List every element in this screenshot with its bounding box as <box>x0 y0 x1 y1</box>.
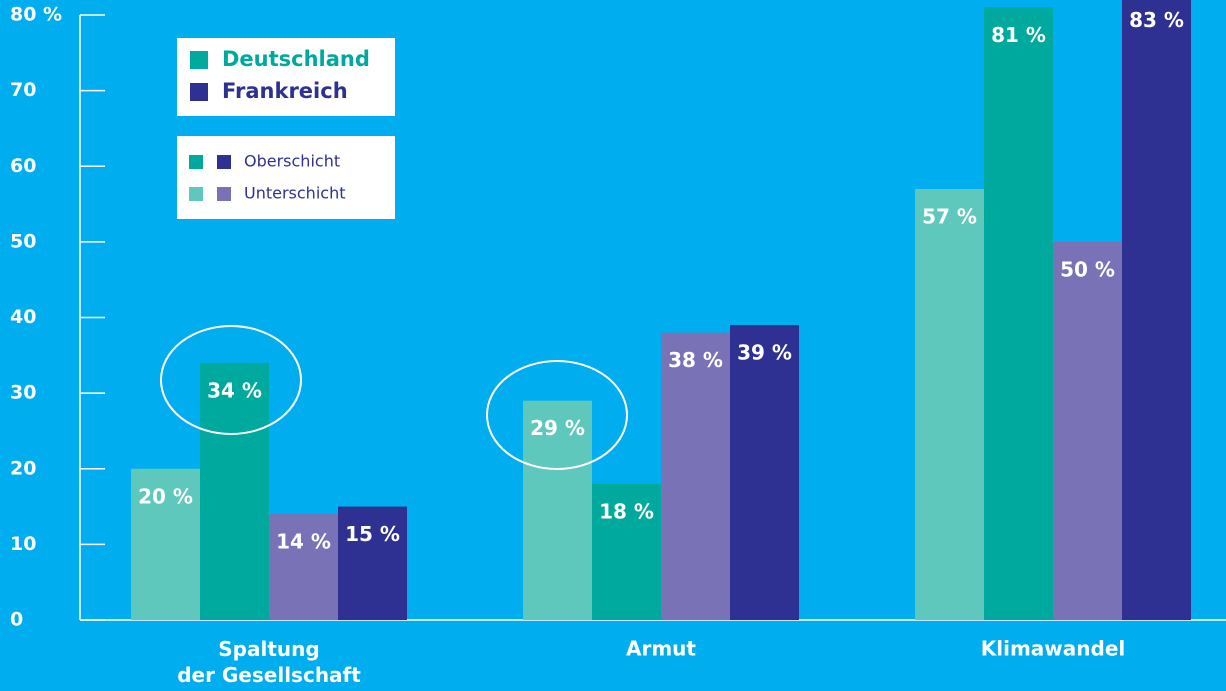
bar <box>1053 241 1122 620</box>
legend-label: Oberschicht <box>244 152 340 171</box>
highlight-circle <box>486 360 628 470</box>
bar <box>338 506 407 620</box>
legend-swatch <box>217 187 231 201</box>
y-tick-label: 40 <box>10 306 36 328</box>
legend-swatch <box>189 155 203 169</box>
bar <box>269 514 338 620</box>
x-tick-label: Klimawandel <box>981 637 1126 661</box>
value-label: 34 % <box>207 378 262 402</box>
value-label: 14 % <box>276 530 331 554</box>
x-tick-label: Armut <box>626 637 696 661</box>
bar <box>661 332 730 620</box>
value-label: 20 % <box>138 484 193 508</box>
value-label: 83 % <box>1129 8 1184 32</box>
value-label: 57 % <box>922 204 977 228</box>
y-tick-label: 60 <box>10 155 36 177</box>
x-tick-label: Spaltung der Gesellschaft <box>177 637 361 687</box>
legend-swatch <box>190 51 208 69</box>
value-label: 18 % <box>599 499 654 523</box>
bar <box>1122 0 1191 620</box>
legend-label: Unterschicht <box>244 184 345 203</box>
bar <box>200 362 269 620</box>
bar <box>592 483 661 620</box>
legend-swatch <box>217 155 231 169</box>
legend-box <box>177 38 395 116</box>
value-label: 39 % <box>737 341 792 365</box>
y-tick-label: 80 % <box>10 4 62 26</box>
value-label: 29 % <box>530 416 585 440</box>
value-label: 15 % <box>345 522 400 546</box>
bar <box>131 468 200 620</box>
value-label: 81 % <box>991 23 1046 47</box>
y-tick-label: 70 <box>10 79 36 101</box>
bar <box>984 7 1053 620</box>
bar <box>730 325 799 620</box>
legend-box <box>177 136 395 219</box>
legend-label: Deutschland <box>222 47 370 71</box>
y-tick-label: 20 <box>10 457 36 479</box>
y-tick-label: 10 <box>10 533 36 555</box>
legend-swatch <box>189 187 203 201</box>
legend-swatch <box>190 83 208 101</box>
bar <box>915 188 984 620</box>
value-label: 38 % <box>668 348 723 372</box>
bar <box>523 400 592 620</box>
highlight-circle <box>160 325 302 435</box>
legend-label: Frankreich <box>222 79 348 103</box>
value-label: 50 % <box>1060 257 1115 281</box>
y-tick-label: 0 <box>10 609 23 631</box>
y-tick-label: 30 <box>10 382 36 404</box>
y-tick-label: 50 <box>10 230 36 252</box>
